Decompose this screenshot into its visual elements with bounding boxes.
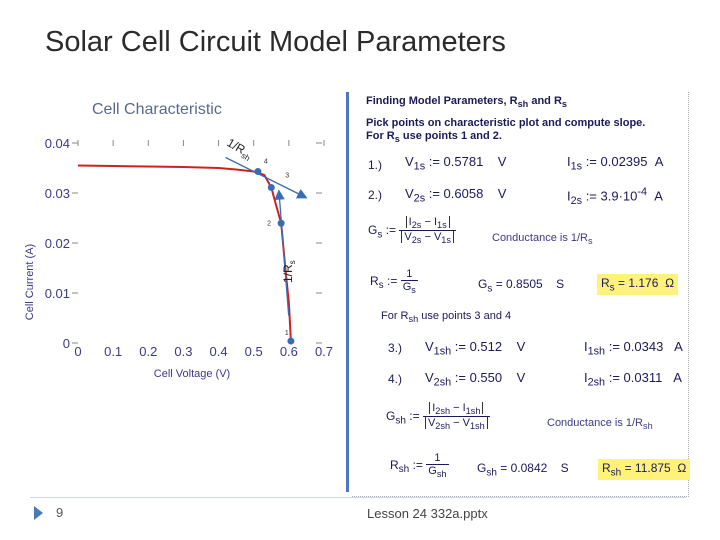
point-label: 4 — [264, 159, 268, 166]
chart-caption: Cell Characteristic — [92, 101, 222, 118]
x-tick-label: 0.3 — [174, 344, 192, 359]
v2s-value: V2s := 0.6058 V — [405, 186, 507, 205]
point-4-row: 4.) — [388, 372, 403, 386]
gs-value: Gs = 0.8505 S — [478, 277, 565, 295]
i1s-value: I1s := 0.02395 A — [567, 154, 664, 173]
y-tick-label: 0.02 — [45, 236, 70, 251]
iv-chart: 0 0.01 0.02 0.03 0.04 0 0.1 0.2 0.3 0.4 0.5 0.6 0.7… — [24, 135, 333, 380]
v2sh-value: V2sh := 0.550 V — [425, 370, 526, 389]
point-1-row: 1.) — [368, 158, 383, 172]
rs-annotation: 1/Rs — [281, 260, 297, 283]
x-tick-label: 0 — [74, 344, 81, 359]
gsh-value: Gsh = 0.0842 S — [477, 461, 569, 479]
y-tick-label: 0.01 — [45, 286, 70, 301]
x-tick-label: 0.6 — [280, 344, 298, 359]
footer-divider — [30, 497, 686, 498]
x-tick-label: 0.4 — [210, 344, 228, 359]
selected-points: 1 2 3 4 — [254, 159, 295, 345]
i1sh-value: I1sh := 0.0343 A — [584, 339, 683, 358]
gsh-formula: Gsh := I2sh − I1sh V2sh − V1sh — [386, 402, 490, 431]
y-tick-label: 0.03 — [45, 186, 70, 201]
rsh-result: Rsh = 11.875 Ω — [598, 459, 691, 481]
rs-instruction: For Rs use points 1 and 2. — [366, 130, 502, 145]
selected-point-2 — [277, 219, 285, 227]
x-tick-label: 0.1 — [104, 344, 122, 359]
rs-result: Rs = 1.176 Ω — [597, 274, 679, 296]
x-axis-label: Cell Voltage (V) — [154, 368, 230, 380]
point-2-row: 2.) — [368, 188, 383, 202]
gsh-note: Conductance is 1/Rsh — [547, 417, 653, 432]
y-axis-label: Cell Current (A) — [24, 244, 36, 320]
selected-point-4 — [254, 168, 262, 175]
slide-title: Solar Cell Circuit Model Parameters — [45, 26, 506, 58]
rs-formula: Rs := 1 Gs — [370, 268, 418, 296]
i2sh-value: I2sh := 0.0311 A — [584, 370, 682, 389]
y-tick-label: 0 — [63, 336, 70, 351]
slide-arrow-icon — [34, 506, 43, 520]
rsh-instruction: For Rsh use points 3 and 4 — [381, 310, 512, 325]
panel-heading: Finding Model Parameters, Rsh and Rs — [366, 95, 567, 110]
x-tick-label: 0.5 — [245, 344, 263, 359]
selected-point-3 — [267, 184, 275, 191]
gs-formula: Gs := I2s − I1s V2s − V1s — [368, 216, 456, 245]
gs-note: Conductance is 1/Rs — [492, 232, 593, 247]
x-tick-label: 0.2 — [139, 344, 157, 359]
panel-instruction: Pick points on characteristic plot and c… — [366, 117, 646, 129]
footer-filename: Lesson 24 332a.pptx — [367, 506, 488, 521]
rs-tangent-line — [274, 189, 290, 316]
rsh-formula: Rsh := 1 Gsh — [390, 452, 449, 480]
selected-point-1 — [287, 337, 295, 345]
point-label: 1 — [285, 330, 289, 337]
i2s-value: I2s := 3.9·10-4 A — [567, 186, 663, 207]
point-3-row: 3.) — [388, 341, 403, 355]
x-tick-label: 0.7 — [315, 344, 333, 359]
iv-curve — [77, 164, 294, 344]
point-label: 3 — [285, 173, 289, 180]
x-axis-ticks: 0 0.1 0.2 0.3 0.4 0.5 0.6 0.7 — [74, 344, 333, 359]
v1s-value: V1s := 0.5781 V — [405, 154, 507, 173]
point-label: 2 — [267, 220, 271, 227]
v1sh-value: V1sh := 0.512 V — [425, 339, 526, 358]
y-axis-ticks: 0 0.01 0.02 0.03 0.04 — [45, 136, 70, 351]
panel-border — [352, 92, 689, 497]
rsh-tangent-line — [225, 156, 308, 199]
tick-marks — [72, 140, 325, 344]
slide-number: 9 — [56, 505, 64, 520]
panel-accent-bar — [346, 92, 349, 492]
y-tick-label: 0.04 — [45, 136, 70, 151]
